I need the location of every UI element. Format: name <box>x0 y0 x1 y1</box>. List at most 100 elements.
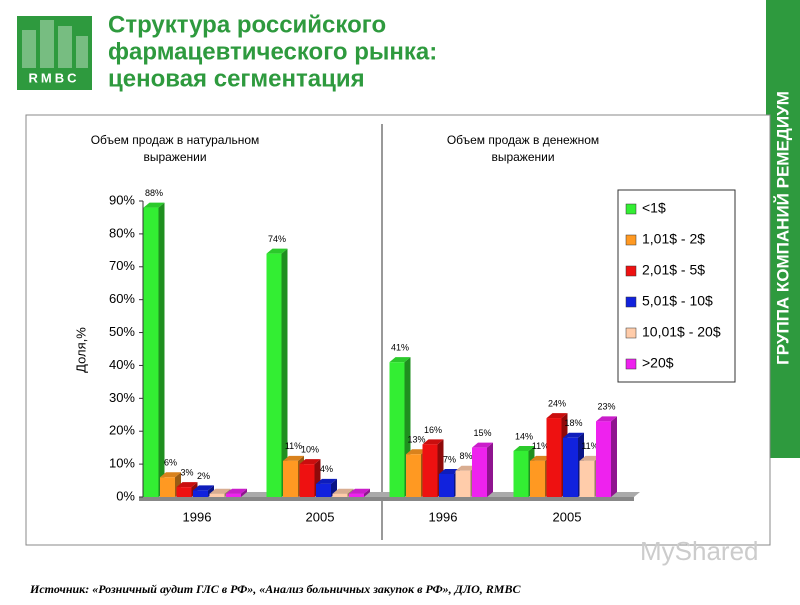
side-band-text: ГРУППА КОМПАНИЙ РЕМЕДИУМ <box>773 91 792 365</box>
value-label: 6% <box>164 458 177 468</box>
panel-title: Объем продаж в денежном <box>447 133 599 147</box>
value-label: 7% <box>443 454 456 464</box>
bar-side <box>611 416 617 497</box>
bar-top <box>283 455 304 461</box>
value-label: 16% <box>424 425 442 435</box>
bar-top <box>389 357 411 363</box>
bar-side <box>364 488 370 497</box>
bar <box>439 473 454 497</box>
side-band <box>766 0 800 458</box>
bar-top <box>439 468 460 474</box>
bar-group <box>596 416 617 497</box>
bar <box>389 362 405 497</box>
bar-group <box>143 202 165 498</box>
bar-group <box>266 248 288 497</box>
bar <box>455 470 471 497</box>
y-tick-label: 70% <box>109 258 135 273</box>
value-label: 4% <box>320 464 333 474</box>
bar-top <box>422 439 444 445</box>
y-tick-label: 10% <box>109 456 135 471</box>
value-label: 11% <box>581 441 598 451</box>
y-tick-label: 50% <box>109 324 135 339</box>
bar <box>283 460 298 497</box>
bar <box>513 450 529 497</box>
title-line: Структура российского <box>108 11 386 38</box>
y-tick-label: 60% <box>109 291 135 306</box>
bar-top <box>406 449 427 455</box>
bar-side <box>487 442 493 497</box>
value-label: 13% <box>407 435 425 445</box>
bar <box>530 460 545 497</box>
x-tick-label: 1996 <box>429 509 458 524</box>
bar <box>209 493 225 497</box>
bar <box>546 418 562 497</box>
legend-label: 5,01$ - 10$ <box>642 293 713 309</box>
value-label: 3% <box>180 468 193 478</box>
bar-side <box>281 248 288 497</box>
value-label: 2% <box>197 471 210 481</box>
value-label: 18% <box>564 418 582 428</box>
bar-top <box>546 413 568 419</box>
panel-title: Объем продаж в натуральном <box>91 133 260 147</box>
bar-top <box>513 445 535 451</box>
bar <box>316 483 331 497</box>
legend-swatch <box>625 265 637 277</box>
legend-swatch <box>625 296 637 308</box>
title-line: ценовая сегментация <box>108 65 365 92</box>
bar <box>406 454 421 497</box>
bar-top <box>579 455 601 461</box>
value-label: 14% <box>515 431 533 441</box>
value-label: 10% <box>301 444 319 454</box>
legend-swatch <box>625 358 637 370</box>
bar-top <box>316 478 337 484</box>
bar-top <box>472 442 493 448</box>
bar <box>176 487 192 497</box>
bar <box>579 460 595 497</box>
plot: 0% 10% 20% 30% 40% 50% 60% 70% 80% 90% Доля,% Объем… <box>73 133 736 524</box>
bar <box>422 444 438 497</box>
bar-top <box>349 488 370 494</box>
panel-title: выражении <box>143 150 206 164</box>
bar-top <box>455 465 477 471</box>
x-tick-label: 2005 <box>553 509 582 524</box>
y-tick-label: 80% <box>109 225 135 240</box>
legend-label: >20$ <box>642 355 674 371</box>
bar-side <box>241 488 247 497</box>
bar-top <box>332 488 354 494</box>
bar-top <box>299 459 321 465</box>
bar-group <box>316 478 337 497</box>
source: Источник: «Розничный аудит ГЛС в РФ», «А… <box>29 582 521 596</box>
y-tick-label: 0% <box>116 488 135 503</box>
legend-label: 1,01$ - 2$ <box>642 231 705 247</box>
bar-group <box>349 488 370 497</box>
watermark: MyShared <box>640 536 759 566</box>
title-line: фармацевтического рынка: <box>108 38 437 65</box>
bar-side <box>158 202 165 498</box>
legend-swatch <box>625 234 637 246</box>
bar <box>563 437 578 497</box>
value-label: 11% <box>285 441 302 451</box>
legend-swatch <box>625 327 637 339</box>
bar <box>332 493 348 497</box>
floor-front <box>139 497 634 501</box>
y-axis-label: Доля,% <box>73 327 88 373</box>
legend-swatch <box>625 203 637 215</box>
legend-label: 2,01$ - 5$ <box>642 262 705 278</box>
bar <box>193 490 208 497</box>
value-label: 74% <box>268 234 286 244</box>
value-label: 15% <box>473 428 491 438</box>
bar <box>266 253 282 497</box>
bar-top <box>209 488 231 494</box>
bar-top <box>193 485 214 491</box>
legend-box <box>617 189 736 383</box>
bar <box>299 464 315 497</box>
bar-group <box>563 432 584 497</box>
bar-group <box>472 442 493 497</box>
bar <box>226 493 241 497</box>
value-label: 23% <box>597 402 615 412</box>
logo: RMBC <box>17 16 92 90</box>
bar-top <box>176 482 198 488</box>
value-label: 8% <box>459 451 472 461</box>
value-label: 88% <box>145 188 163 198</box>
